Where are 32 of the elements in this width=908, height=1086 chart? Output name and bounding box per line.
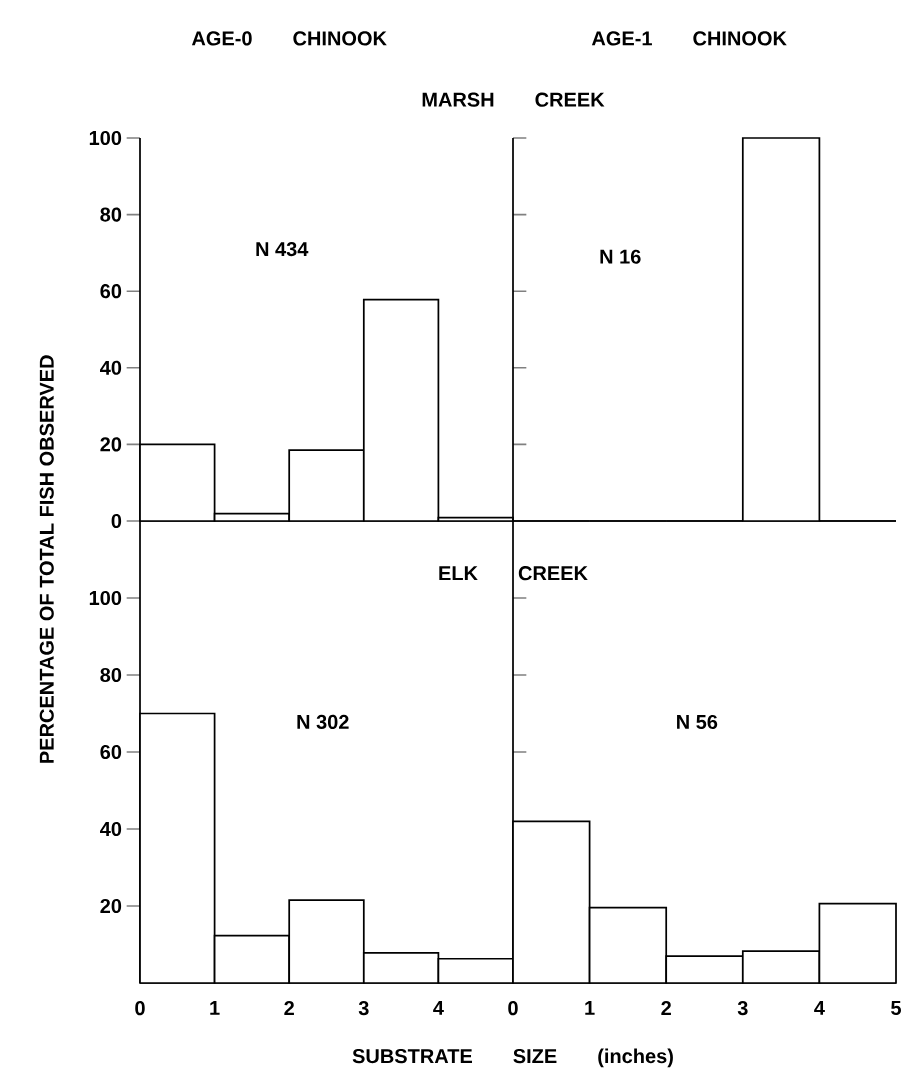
- y-tick-label: 60: [100, 284, 122, 299]
- x-tick-label: 3: [737, 1001, 748, 1016]
- y-tick-label: 20: [100, 437, 122, 452]
- annotation: N 302: [297, 714, 349, 730]
- text: ELK CREEK: [439, 566, 588, 581]
- x-axis-title: SUBSTRATE SIZE (inches): [352, 1048, 673, 1068]
- x-tick-label: 3: [358, 1001, 369, 1016]
- y-axis-title: PERCENTAGE OF TOTAL FISH OBSERVED: [39, 355, 54, 763]
- annotation: N 434: [256, 241, 309, 257]
- annotation: N 16: [600, 249, 641, 264]
- x-tick-label: 0: [135, 1001, 145, 1016]
- chart-title: AGE-0 CHINOOK: [191, 31, 387, 46]
- y-tick-label: 40: [100, 360, 122, 375]
- y-tick-label: 60: [100, 744, 122, 760]
- chart-subtitle: MARSH CREEK: [422, 92, 605, 107]
- y-tick-label: 20: [100, 898, 122, 914]
- y-tick-label: 100: [89, 130, 122, 146]
- y-tick-label: 0: [111, 513, 122, 529]
- y-tick-label: 80: [100, 207, 122, 222]
- y-tick-label: 100: [89, 590, 122, 606]
- x-tick-label: 4: [433, 1001, 444, 1015]
- y-tick-label: 40: [100, 821, 122, 837]
- x-tick-label: 5: [891, 1001, 901, 1015]
- x-tick-label: 2: [661, 1001, 671, 1016]
- x-tick-label: 1: [585, 1001, 595, 1015]
- x-tick-label: 0: [508, 1001, 518, 1016]
- y-tick-label: 80: [100, 667, 122, 683]
- annotation: N 56: [677, 714, 718, 730]
- chart-title: AGE-1 CHINOOK: [591, 31, 787, 46]
- x-tick-label: 2: [284, 1001, 294, 1016]
- x-tick-label: 4: [814, 1001, 825, 1015]
- x-tick-label: 1: [210, 1001, 220, 1015]
